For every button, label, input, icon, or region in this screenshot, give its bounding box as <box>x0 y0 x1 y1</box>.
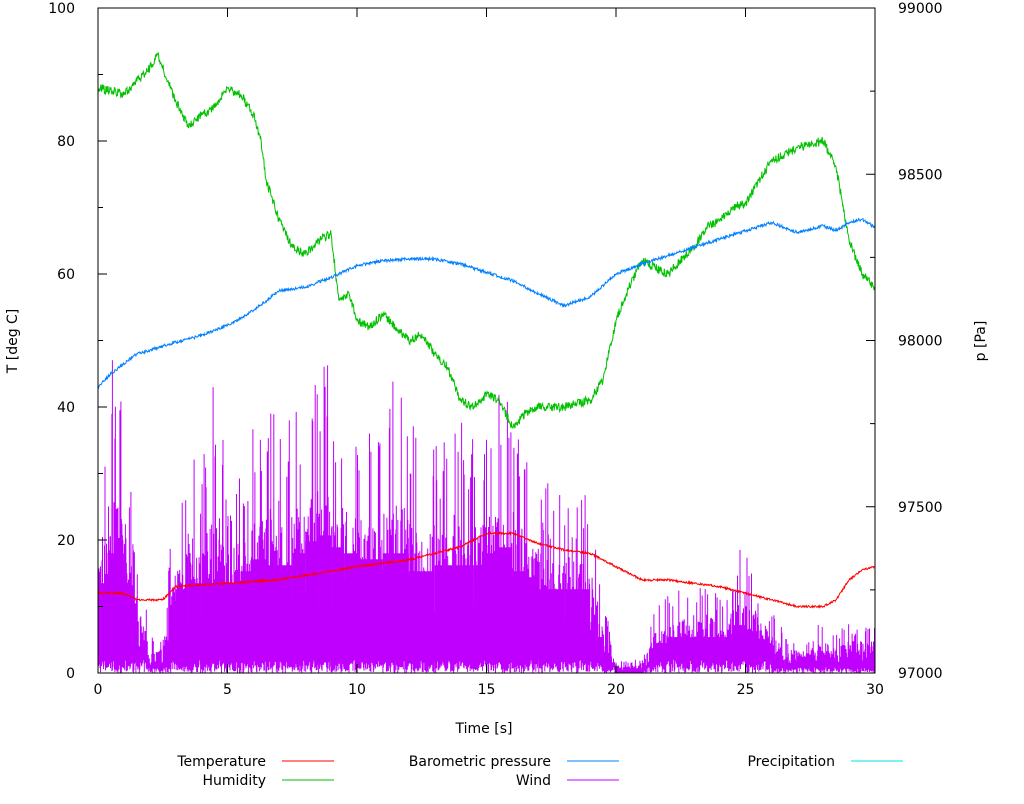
wind-fill-band <box>318 535 332 660</box>
x-tick-label: 15 <box>478 682 496 698</box>
wind-impulse-segment <box>149 637 163 673</box>
wind-fill-band <box>525 577 539 660</box>
wind-fill-band <box>279 565 293 660</box>
wind-impulse-segment <box>641 614 655 673</box>
plot-area <box>97 8 876 673</box>
wind-fill-band <box>460 565 474 660</box>
wind-impulse-segment <box>706 593 720 673</box>
wind-impulse-segment <box>783 639 798 673</box>
wind-impulse-segment <box>719 599 733 673</box>
wind-fill-band <box>201 583 215 660</box>
wind-fill-band <box>447 565 461 660</box>
barometric-pressure-line <box>97 217 876 390</box>
wind-impulse-segment <box>615 661 629 673</box>
wind-impulse-segment <box>835 624 850 673</box>
wind-fill-band <box>473 565 487 660</box>
wind-fill-band <box>434 565 448 660</box>
wind-fill-band <box>758 643 772 660</box>
wind-fill-band <box>331 547 345 660</box>
wind-fill-band <box>408 571 422 660</box>
wind-fill-band <box>227 583 241 660</box>
y-tick-label: 60 <box>57 267 75 283</box>
wind-fill-band <box>395 553 409 660</box>
y-axis-label: T [deg C] <box>5 309 21 375</box>
y-tick-label: 0 <box>66 666 75 682</box>
wind-impulse-segment <box>136 574 150 673</box>
wind-fill-band <box>551 589 565 660</box>
y-tick-label: 20 <box>57 533 75 549</box>
wind-impulse-segment <box>680 597 694 673</box>
x-tick-label: 20 <box>607 682 625 698</box>
wind-fill-band <box>499 547 513 660</box>
wind-fill-band <box>253 559 267 660</box>
y2-tick-label: 97000 <box>898 666 943 682</box>
wind-fill-band <box>719 637 733 660</box>
wind-impulse-segment <box>822 635 837 673</box>
wind-impulse-segment <box>654 599 668 673</box>
x-tick-label: 0 <box>94 682 103 698</box>
wind-impulse-segment <box>861 627 875 673</box>
wind-fill-band <box>357 559 370 660</box>
wind-impulse-segment <box>628 659 642 673</box>
wind-fill-band <box>123 613 137 660</box>
wind-fill-band <box>344 553 357 660</box>
wind-fill-band <box>512 571 526 660</box>
y2-tick-label: 98000 <box>898 334 943 350</box>
wind-fill-band <box>693 637 707 660</box>
x-axis-label: Time [s] <box>455 721 513 737</box>
y-tick-label: 80 <box>57 134 75 150</box>
x-tick-label: 25 <box>737 682 755 698</box>
y2-tick-label: 99000 <box>898 1 943 17</box>
y2-tick-label: 98500 <box>898 167 943 183</box>
wind-impulse-segment <box>770 615 785 673</box>
wind-impulse-segment <box>848 629 863 673</box>
wind-impulse-segment <box>796 642 811 673</box>
axes: 0 5 10 15 20 25 30 0 20 40 60 80 100 97000 97500 98000 9… <box>48 1 942 698</box>
wind-fill-band <box>175 589 189 660</box>
legend-label-precipitation: Precipitation <box>747 754 835 770</box>
wind-impulse-segment <box>667 590 681 673</box>
wind-fill-band <box>680 637 694 660</box>
wind-impulse-segment <box>162 548 176 673</box>
humidity-line <box>97 52 876 430</box>
wind-impulse-segment <box>602 616 616 673</box>
wind-fill-band <box>706 637 720 660</box>
x-tick-label: 30 <box>866 682 884 698</box>
wind-fill-band <box>110 553 124 660</box>
wind-impulse-segment <box>809 625 824 673</box>
y-tick-label: 40 <box>57 400 75 416</box>
wind-fill-band <box>577 589 591 660</box>
legend-label-barometric-pressure: Barometric pressure <box>409 754 551 770</box>
wind-fill-band <box>214 583 228 660</box>
legend-label-temperature: Temperature <box>176 754 266 770</box>
wind-fill-band <box>240 571 254 660</box>
y2-axis-label: p [Pa] <box>973 321 989 362</box>
wind-fill-band <box>188 583 202 660</box>
wind-fill-band <box>654 643 668 660</box>
y2-tick-label: 97500 <box>898 500 943 516</box>
wind-fill-band <box>369 559 383 660</box>
wind-fill-band <box>538 589 552 660</box>
legend: Temperature Humidity Barometric pressure Wi… <box>176 754 903 789</box>
wind-fill-band <box>266 565 280 660</box>
wind-impulse-segment <box>693 588 707 673</box>
wind-fill-band <box>732 625 746 660</box>
wind-fill-band <box>564 589 578 660</box>
wind-fill-band <box>421 571 435 660</box>
x-tick-label: 10 <box>348 682 366 698</box>
temperature-line <box>97 8 876 673</box>
legend-label-wind: Wind <box>516 773 551 789</box>
wind-fill-band <box>98 583 111 660</box>
legend-label-humidity: Humidity <box>203 773 266 789</box>
wind-fill-band <box>745 631 759 660</box>
y-tick-label: 100 <box>48 1 75 17</box>
wind-fill-band <box>486 553 500 660</box>
wind-fill-band <box>305 541 319 660</box>
wind-fill-band <box>292 553 306 660</box>
x-tick-label: 5 <box>223 682 232 698</box>
wind-fill-band <box>590 637 604 660</box>
wind-fill-band <box>382 553 396 660</box>
wind-fill-band <box>667 637 681 660</box>
